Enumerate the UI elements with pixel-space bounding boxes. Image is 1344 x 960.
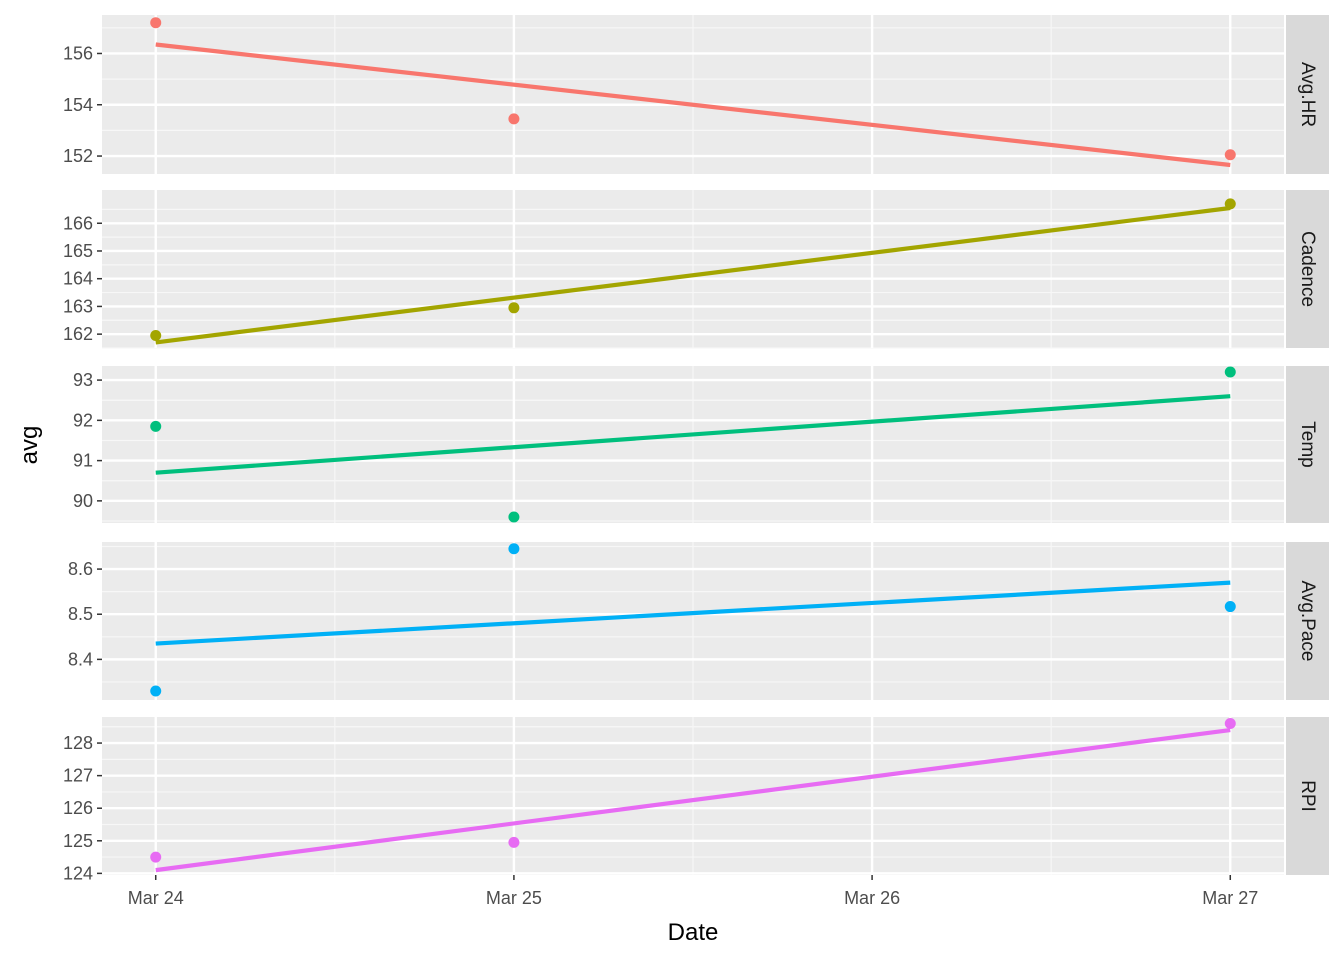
y-tick-label: 166 [63, 213, 93, 233]
data-point [150, 330, 162, 342]
data-point [1224, 601, 1236, 613]
data-point [508, 836, 520, 848]
y-tick-label: 162 [63, 324, 93, 344]
data-point [508, 543, 520, 555]
facet-strip [1286, 542, 1329, 700]
y-tick-label: 156 [63, 43, 93, 63]
y-tick-label: 165 [63, 241, 93, 261]
y-tick-label: 8.6 [68, 559, 93, 579]
y-tick-label: 8.5 [68, 604, 93, 624]
trend-line [155, 205, 1231, 345]
y-tick-label: 92 [73, 410, 93, 430]
y-tick-label: 164 [63, 269, 93, 289]
x-tick-label: Mar 24 [128, 888, 184, 908]
data-point [150, 420, 162, 432]
y-tick-label: 127 [63, 766, 93, 786]
y-tick-label: 124 [63, 863, 93, 883]
data-point [150, 851, 162, 863]
x-axis-title: Date [668, 919, 719, 946]
facet-strip [1286, 15, 1329, 174]
facet-strip-label: Cadence [1297, 231, 1318, 307]
y-tick-label: 126 [63, 798, 93, 818]
y-tick-label: 152 [63, 146, 93, 166]
data-point [1224, 198, 1236, 210]
trend-line [155, 580, 1231, 646]
y-tick-label: 91 [73, 451, 93, 471]
y-tick-label: 8.4 [68, 649, 93, 669]
y-tick-label: 163 [63, 296, 93, 316]
x-tick-label: Mar 25 [486, 888, 542, 908]
facet-strip [1286, 190, 1329, 348]
y-tick-label: 125 [63, 831, 93, 851]
y-tick-label: 90 [73, 491, 93, 511]
facet-strip-label: Avg.HR [1297, 62, 1318, 127]
data-point [508, 302, 520, 314]
facet-strip-label: Avg.Pace [1297, 581, 1318, 662]
data-point [508, 511, 520, 523]
data-point [150, 17, 162, 29]
data-point [1224, 718, 1236, 730]
trend-line [155, 42, 1231, 168]
x-tick-label: Mar 26 [844, 888, 900, 908]
facet-strip-label: Temp [1297, 421, 1318, 467]
facet-strip-label: RPI [1297, 780, 1318, 812]
facet-strip [1286, 366, 1329, 523]
data-point [508, 113, 520, 125]
data-point [1224, 149, 1236, 161]
facet-strip [1286, 717, 1329, 875]
trend-line [155, 394, 1231, 475]
data-point [150, 685, 162, 697]
y-axis-title: avg [16, 426, 43, 465]
data-point [1224, 366, 1236, 378]
trend-line [155, 727, 1231, 873]
y-tick-label: 128 [63, 733, 93, 753]
y-tick-label: 154 [63, 95, 93, 115]
x-tick-label: Mar 27 [1202, 888, 1258, 908]
y-tick-label: 93 [73, 370, 93, 390]
